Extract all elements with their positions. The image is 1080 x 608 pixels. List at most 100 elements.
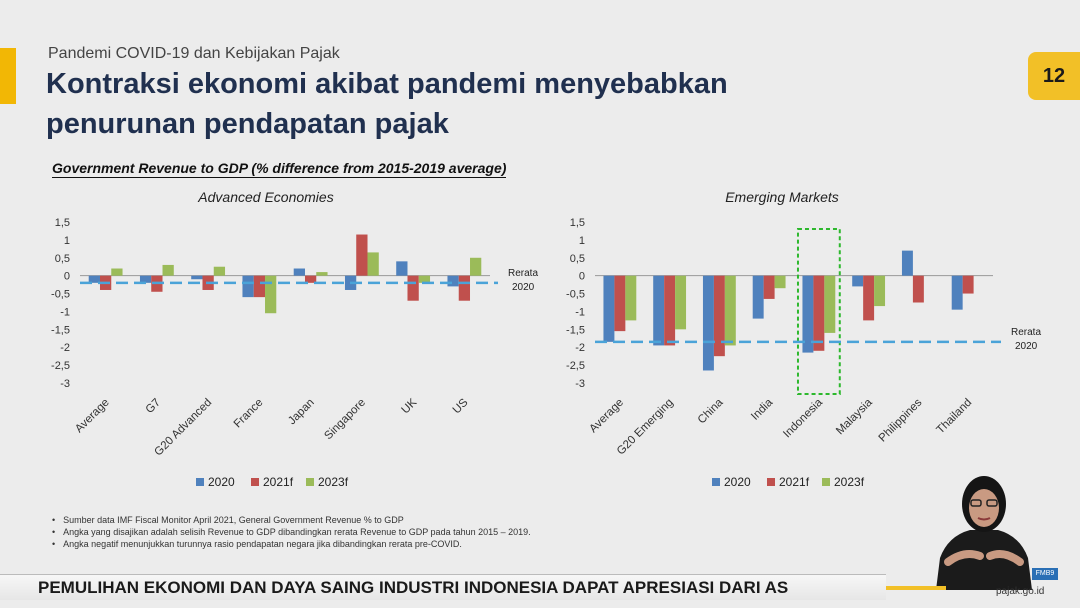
bar-2023f <box>824 275 836 333</box>
x-tick-label: Japan <box>286 397 317 428</box>
y-tick-label: 0,5 <box>55 253 70 265</box>
legend-label: 2021f <box>263 475 294 489</box>
bar-2020 <box>603 275 615 342</box>
reference-label: Rerata <box>508 268 538 279</box>
bar-2020 <box>653 275 665 346</box>
bar-2020 <box>951 275 963 310</box>
x-tick-label: Philippines <box>877 396 925 444</box>
chart-heading: Government Revenue to GDP (% difference … <box>52 160 507 178</box>
emerging-markets-chart: Emerging Markets 1,5 1 0,5 0 -0,5 -1 -1,5 -2 -2,5… <box>566 189 1041 489</box>
bar-2021f <box>912 275 924 303</box>
legend-label: 2021f <box>779 475 810 489</box>
y-tick-label: 0 <box>64 271 70 283</box>
legend-swatch <box>767 478 775 486</box>
bar-2023f <box>265 275 277 314</box>
bar-2023f <box>111 268 123 276</box>
bar-2023f <box>162 264 174 276</box>
x-tick-label: Malaysia <box>834 396 875 437</box>
x-tick-label: Thailand <box>935 397 975 437</box>
bar-2021f <box>763 275 775 299</box>
reference-label: 2020 <box>1015 341 1038 352</box>
x-tick-label: Average <box>587 397 626 436</box>
bar-2020 <box>293 268 305 276</box>
y-tick-label: 0 <box>579 271 585 283</box>
x-tick-label: China <box>696 396 726 426</box>
y-tick-label: -2,5 <box>566 360 585 372</box>
bar-2023f <box>316 272 328 276</box>
chart-title: Advanced Economies <box>197 189 333 205</box>
bar-2023f <box>874 275 886 307</box>
slide-subtitle: Pandemi COVID-19 dan Kebijakan Pajak <box>48 45 340 62</box>
bar-2021f <box>304 275 317 283</box>
y-tick-label: 1,5 <box>55 217 70 229</box>
bar-2021f <box>614 275 626 332</box>
bar-2023f <box>724 275 736 346</box>
bar-2023f <box>213 266 226 276</box>
y-tick-label: -2,5 <box>51 360 70 372</box>
y-tick-label: -3 <box>60 378 70 390</box>
x-tick-label: US <box>451 396 471 416</box>
legend-swatch <box>822 478 830 486</box>
advanced-economies-chart: Advanced Economies 1,5 1 0,5 0 -0,5 -1 -1,5 -2 -2… <box>51 189 538 489</box>
bar-2020 <box>191 275 203 280</box>
fmb9-logo: FMB9 <box>1032 568 1058 580</box>
x-tick-label: Indonesia <box>781 396 825 440</box>
x-tick-label: France <box>232 397 266 431</box>
legend-label: 2023f <box>834 475 865 489</box>
y-tick-label: 1 <box>64 235 70 247</box>
chart-title: Emerging Markets <box>725 189 839 205</box>
y-tick-label: 0,5 <box>570 253 585 265</box>
x-tick-label: G7 <box>144 397 163 416</box>
legend-swatch <box>251 478 259 486</box>
legend-label: 2020 <box>724 475 751 489</box>
y-tick-label: 1 <box>579 235 585 247</box>
x-tick-label: India <box>749 396 776 423</box>
bar-2023f <box>367 252 379 276</box>
bar-2020 <box>88 275 100 283</box>
bar-2023f <box>625 275 637 321</box>
bar-2020 <box>396 261 408 276</box>
bar-2023f <box>470 257 482 276</box>
bar-2020 <box>242 275 254 298</box>
y-tick-label: 1,5 <box>570 217 585 229</box>
bar-2021f <box>713 275 725 357</box>
legend-label: 2023f <box>318 475 349 489</box>
bar-2023f <box>418 275 431 283</box>
bar-2021f <box>356 234 368 276</box>
page-number: 12 <box>1028 52 1080 100</box>
x-tick-label: Average <box>73 397 112 436</box>
bar-2021f <box>458 275 471 301</box>
slide-title: Kontraksi ekonomi akibat pandemi menyeba… <box>46 68 728 140</box>
x-tick-label: UK <box>399 396 419 416</box>
bar-2021f <box>253 275 266 298</box>
bar-2021f <box>664 275 676 346</box>
bar-2020 <box>702 275 714 371</box>
y-tick-label: -2 <box>575 342 585 354</box>
footnote: Sumber data IMF Fiscal Monitor April 202… <box>52 514 531 526</box>
y-tick-label: -2 <box>60 342 70 354</box>
footnote: Angka negatif menunjukkan turunnya rasio… <box>52 538 531 550</box>
x-tick-label: Singapore <box>322 397 368 443</box>
highlight-box <box>796 228 841 395</box>
ticker-accent <box>886 586 946 590</box>
legend-swatch <box>712 478 720 486</box>
bar-2023f <box>675 275 687 330</box>
y-tick-label: -1 <box>575 306 585 318</box>
news-ticker: PEMULIHAN EKONOMI DAN DAYA SAING INDUSTR… <box>0 574 886 600</box>
website-url: pajak.go.id <box>996 586 1045 597</box>
y-tick-label: -1 <box>60 306 70 318</box>
legend-swatch <box>306 478 314 486</box>
bar-2020 <box>901 250 913 276</box>
bar-2020 <box>852 275 864 287</box>
bar-2020 <box>802 275 814 353</box>
bar-2020 <box>447 275 459 287</box>
bar-2020 <box>752 275 764 319</box>
y-tick-label: -1,5 <box>51 324 70 336</box>
interpreter-image <box>936 476 1032 590</box>
bar-2021f <box>407 275 419 301</box>
legend-label: 2020 <box>208 475 235 489</box>
bar-2021f <box>962 275 974 294</box>
y-tick-label: -0,5 <box>51 289 70 301</box>
footnote: Angka yang disajikan adalah selisih Reve… <box>52 526 531 538</box>
y-tick-label: -1,5 <box>566 324 585 336</box>
